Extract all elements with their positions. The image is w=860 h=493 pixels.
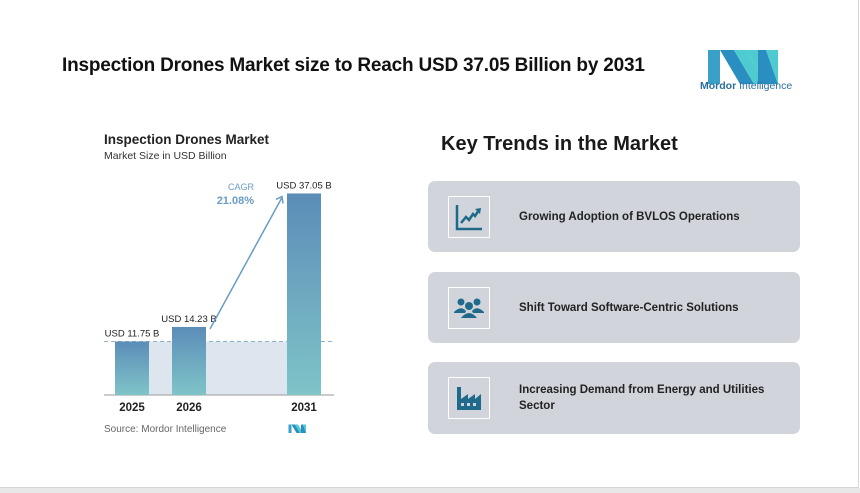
chart-title: Inspection Drones Market [104,132,270,147]
chart-subtitle: Market Size in USD Billion [104,150,227,162]
baseline-shade [115,341,321,395]
mordor-logo-icon [708,50,778,84]
factory-icon [448,377,490,419]
page-title: Inspection Drones Market size to Reach U… [62,55,645,76]
data-label-2031: USD 37.05 B [276,180,331,191]
logo-text: Mordor Intelligence [700,80,792,92]
bottom-bar [0,488,860,493]
trend-label: Increasing Demand from Energy and Utilit… [519,384,765,412]
trend-card-bvlos: Growing Adoption of BVLOS Operations [428,181,800,252]
x-tick-2031: 2031 [291,402,317,414]
bar-2031 [287,193,321,395]
people-group-icon [448,287,490,329]
trend-card-software: Shift Toward Software-Centric Solutions [428,272,800,343]
cagr-arrow-line [209,197,283,330]
bar-2026 [172,326,206,395]
line-chart-icon [448,196,490,238]
cagr-arrow-head [275,195,284,204]
source-logo-icon [288,424,306,433]
key-trends-heading: Key Trends in the Market [441,133,678,155]
data-label-2026: USD 14.23 B [161,314,216,325]
cagr-label: CAGR [228,182,255,192]
bar-2025 [115,341,149,395]
trend-label: Growing Adoption of BVLOS Operations [519,211,740,223]
logo-text-light: Intelligence [739,80,793,92]
chart-source: Source: Mordor Intelligence [104,424,227,435]
trend-label: Shift Toward Software-Centric Solutions [519,302,739,314]
cagr-value: 21.08% [217,195,255,207]
data-label-2025: USD 11.75 B [105,328,160,339]
trend-card-energy: Increasing Demand from Energy and Utilit… [428,362,800,434]
logo-text-bold: Mordor [700,80,737,92]
x-tick-2025: 2025 [119,402,145,414]
x-tick-2026: 2026 [176,402,202,414]
